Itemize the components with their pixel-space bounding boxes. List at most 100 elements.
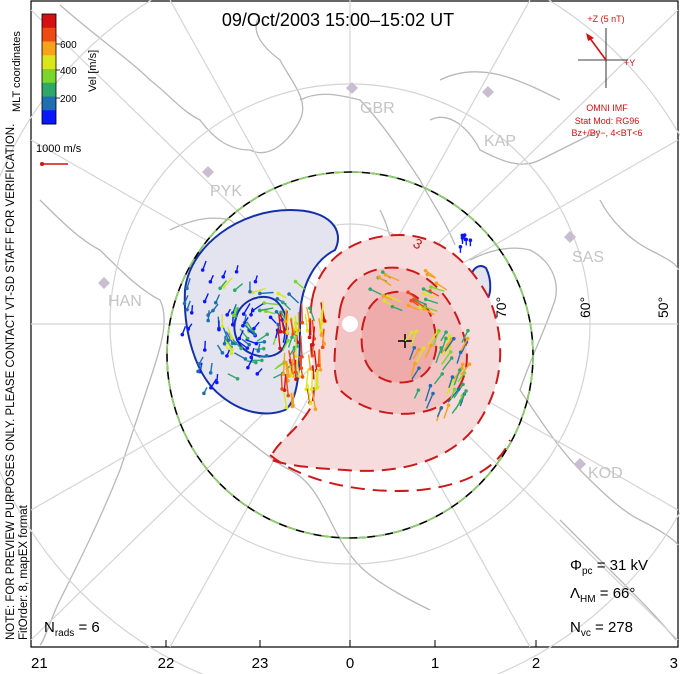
velocity-vector — [444, 338, 455, 352]
coords-label: MLT coordinates — [11, 31, 23, 112]
velocity-vector — [300, 303, 303, 323]
velocity-vector — [440, 344, 449, 354]
velocity-vector — [243, 303, 251, 315]
velocity-vector — [446, 380, 454, 395]
velocity-vector-origin — [252, 326, 256, 331]
velocity-vector-origin — [248, 289, 252, 294]
velocity-vector-origin — [413, 361, 417, 366]
svg-text:Nrads = 6: Nrads = 6 — [44, 619, 100, 639]
velocity-vector-origin — [255, 372, 260, 376]
velocity-vector-origin — [458, 368, 462, 372]
station-label: PYK — [210, 183, 242, 200]
velocity-vector-origin — [449, 356, 454, 360]
velocity-vector — [278, 314, 282, 332]
velocity-vector-origin — [295, 331, 299, 336]
velocity-vector — [306, 306, 311, 321]
colorbar-segment — [42, 110, 56, 125]
velocity-vector-origin — [278, 329, 283, 334]
velocity-vector — [235, 339, 248, 349]
velocity-vector-origin — [410, 330, 414, 335]
velocity-vector — [309, 307, 315, 322]
velocity-vector-origin — [300, 355, 304, 359]
velocity-vector-origin — [313, 407, 318, 412]
stat-phi-pc: Φpc = 31 kV — [570, 557, 648, 577]
velocity-vector-origin — [246, 365, 250, 370]
positive-potential-dayside — [269, 439, 511, 492]
velocity-vector — [425, 393, 434, 409]
velocity-vector — [277, 328, 281, 349]
velocity-vector-origin — [289, 373, 294, 378]
velocity-vector — [225, 331, 234, 344]
velocity-vector-origin — [411, 298, 415, 302]
velocity-vector-origin — [429, 285, 433, 289]
velocity-vector-origin — [221, 275, 226, 279]
velocity-vector — [407, 291, 419, 302]
velocity-vector-origin — [218, 286, 222, 291]
velocity-vector — [244, 324, 256, 335]
velocity-vector-origin — [291, 332, 295, 336]
velocity-vector — [234, 352, 246, 360]
velocity-vector-origin — [421, 291, 426, 296]
stat-n-vc: Nvc = 278 — [570, 619, 633, 639]
velocity-vector-origin — [225, 354, 229, 358]
velocity-vector — [441, 346, 451, 357]
velocity-vector-origin — [281, 372, 286, 377]
velocity-vector — [256, 333, 268, 342]
velocity-vector-origin — [310, 387, 314, 392]
velocity-vector-origin — [268, 315, 273, 320]
velocity-vector-origin — [213, 300, 218, 305]
velocity-vector-origin — [467, 362, 472, 366]
positive-potential-outer — [270, 233, 502, 472]
velocity-vector — [440, 338, 447, 354]
velocity-vector-origin — [308, 401, 313, 406]
velocity-vector-origin — [276, 291, 281, 296]
velocity-vector — [435, 347, 442, 364]
imf-y-label: +Y — [624, 58, 635, 68]
velocity-vector-origin — [461, 382, 465, 387]
colorbar — [41, 13, 60, 125]
velocity-vector — [223, 277, 233, 288]
velocity-vector — [387, 295, 402, 303]
velocity-vector-origin — [249, 312, 253, 317]
velocity-vector — [457, 372, 466, 383]
station-marker — [98, 277, 110, 289]
velocity-vector-origin — [275, 297, 280, 301]
velocity-vector-origin — [185, 286, 189, 291]
velocity-vector-origin — [294, 354, 298, 359]
velocity-vector-origin — [460, 362, 465, 367]
velocity-vector — [288, 293, 300, 304]
velocity-vector — [430, 286, 445, 292]
lat-label-70: 70° — [493, 297, 509, 318]
velocity-vector-origin — [437, 328, 441, 333]
velocity-vector — [252, 303, 264, 312]
velocity-vector-origin — [297, 374, 301, 378]
velocity-vector-origin — [182, 301, 187, 306]
velocity-vector-origin — [368, 287, 373, 291]
velocity-vector — [407, 304, 420, 311]
velocity-vector — [411, 367, 420, 380]
velocity-vector — [308, 318, 311, 338]
imf-model-line3: Bz+/By−, 4<BT<6 — [571, 128, 642, 138]
imf-vector-arrowhead — [586, 33, 594, 41]
velocity-vector — [461, 330, 469, 343]
mlt-tick-label: 23 — [252, 655, 269, 672]
velocity-vector — [412, 299, 425, 308]
velocity-vector-origin — [319, 333, 324, 337]
velocity-vector — [453, 369, 461, 386]
velocity-vector — [317, 349, 320, 366]
colorbar-tick-200: 200 — [60, 94, 77, 105]
velocity-vector — [424, 306, 438, 312]
velocity-vector — [436, 282, 448, 291]
mlt-tick-label: 0 — [346, 655, 354, 672]
colorbar-tick-600: 600 — [60, 40, 77, 51]
velocity-vector-origin — [308, 367, 313, 371]
station-label: GBR — [360, 100, 395, 117]
velocity-vector-origin — [239, 346, 243, 351]
velocity-vector-origin — [458, 350, 463, 355]
svg-text:Nvc = 278: Nvc = 278 — [570, 619, 633, 639]
velocity-vector — [295, 281, 306, 290]
velocity-vector — [415, 347, 425, 363]
vector-scale-dot — [40, 162, 44, 166]
velocity-vector-origin — [300, 375, 305, 379]
